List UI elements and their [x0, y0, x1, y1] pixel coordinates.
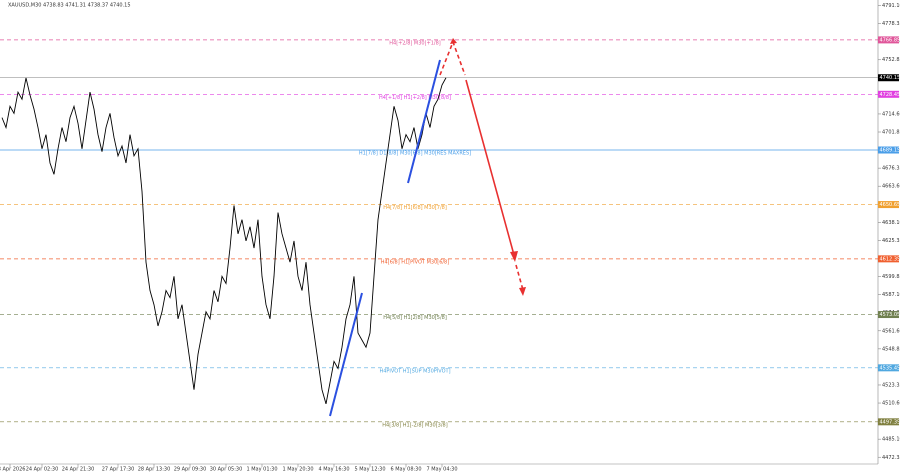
y-tick-label: 4472.35 — [882, 455, 900, 461]
level-label: H4[3/8] H1[-2/8] M30[3/8] — [382, 422, 447, 428]
x-tick-label: 29 Apr 09:30 — [174, 467, 207, 473]
price-tag — [878, 146, 899, 154]
x-tick-label: 5 May 12:30 — [354, 467, 385, 473]
y-tick-label: 4701.85 — [882, 130, 900, 136]
current-price-label: 4740.15 — [880, 75, 900, 81]
trend-line — [329, 292, 363, 417]
y-tick-label: 4676.35 — [882, 166, 900, 172]
y-tick-label: 4638.10 — [882, 220, 900, 226]
price-tag — [878, 74, 899, 82]
y-tick-label: 4548.85 — [882, 346, 900, 352]
arrow-head — [519, 287, 526, 296]
y-tick-label: 4523.35 — [882, 382, 900, 388]
price-tag — [878, 418, 899, 426]
price-tag — [878, 90, 899, 98]
y-tick-label: 4561.60 — [882, 328, 900, 334]
x-tick-label: 24 Apr 21:30 — [62, 467, 95, 473]
price-line — [1, 77, 447, 405]
trend-line — [407, 59, 441, 184]
chart-title: XAUUSD,M30 4738.83 4741.31 4738.37 4740.… — [8, 3, 131, 9]
x-tick-label: 1 May 20:30 — [282, 467, 313, 473]
y-tick-label: 4510.60 — [882, 401, 900, 407]
price-tag-label: 4573.05 — [880, 312, 900, 318]
level-label: H4[7/8] H1[6/8] M30[7/8] — [383, 205, 447, 211]
y-tick-label: 4791.10 — [882, 3, 900, 9]
projection-arrow — [465, 79, 515, 256]
y-tick-label: 4752.85 — [882, 57, 900, 63]
arrow-head — [510, 251, 518, 262]
price-tag — [878, 36, 899, 44]
x-tick-label: 23 Apr 2026 — [0, 467, 25, 473]
x-tick-label: 6 May 08:30 — [390, 467, 421, 473]
price-tag-label: 4650.65 — [880, 202, 900, 208]
level-label: H4[+1/8] H1[+2/8] M30[8/8] — [379, 95, 451, 101]
price-tag — [878, 255, 899, 263]
level-label: H4[+2/8] M30[+1/8] — [389, 40, 441, 46]
price-tag-label: 4766.85 — [880, 37, 900, 43]
plot: 4472.354485.104497.854510.604523.354536.… — [0, 3, 900, 473]
y-tick-label: 4663.60 — [882, 184, 900, 190]
x-tick-label: 24 Apr 02:30 — [26, 467, 59, 473]
x-tick-label: 30 Apr 05:30 — [210, 467, 243, 473]
y-tick-label: 4778.35 — [882, 21, 900, 27]
level-label: H4[6/8] H1[PIVOT M30[6/8] — [381, 259, 449, 265]
price-tag — [878, 364, 899, 372]
x-tick-label: 27 Apr 17:30 — [102, 467, 135, 473]
y-tick-label: 4625.35 — [882, 238, 900, 244]
price-tag — [878, 311, 899, 319]
x-tick-label: 7 May 04:30 — [426, 467, 457, 473]
y-tick-label: 4587.10 — [882, 292, 900, 298]
y-tick-label: 4599.85 — [882, 274, 900, 280]
projection-arrow — [515, 264, 524, 291]
price-tag-label: 4612.35 — [880, 256, 900, 262]
y-tick-label: 4485.10 — [882, 437, 900, 443]
level-label: H4PIVOT H1[SUP M30PIVOT] — [379, 368, 450, 374]
x-tick-label: 4 May 16:30 — [318, 467, 349, 473]
price-tag-label: 4497.35 — [880, 419, 900, 425]
x-tick-label: 28 Apr 13:30 — [138, 467, 171, 473]
level-label: H4[5/8] H1[2/8] M30[5/8] — [383, 315, 447, 321]
price-tag — [878, 201, 899, 209]
price-tag-label: 4535.45 — [880, 365, 900, 371]
price-tag-label: 4689.15 — [880, 148, 900, 154]
x-tick-label: 1 May 01:30 — [246, 467, 277, 473]
price-tag-label: 4728.45 — [880, 92, 900, 98]
arrow-head — [450, 38, 457, 44]
y-tick-label: 4714.60 — [882, 111, 900, 117]
